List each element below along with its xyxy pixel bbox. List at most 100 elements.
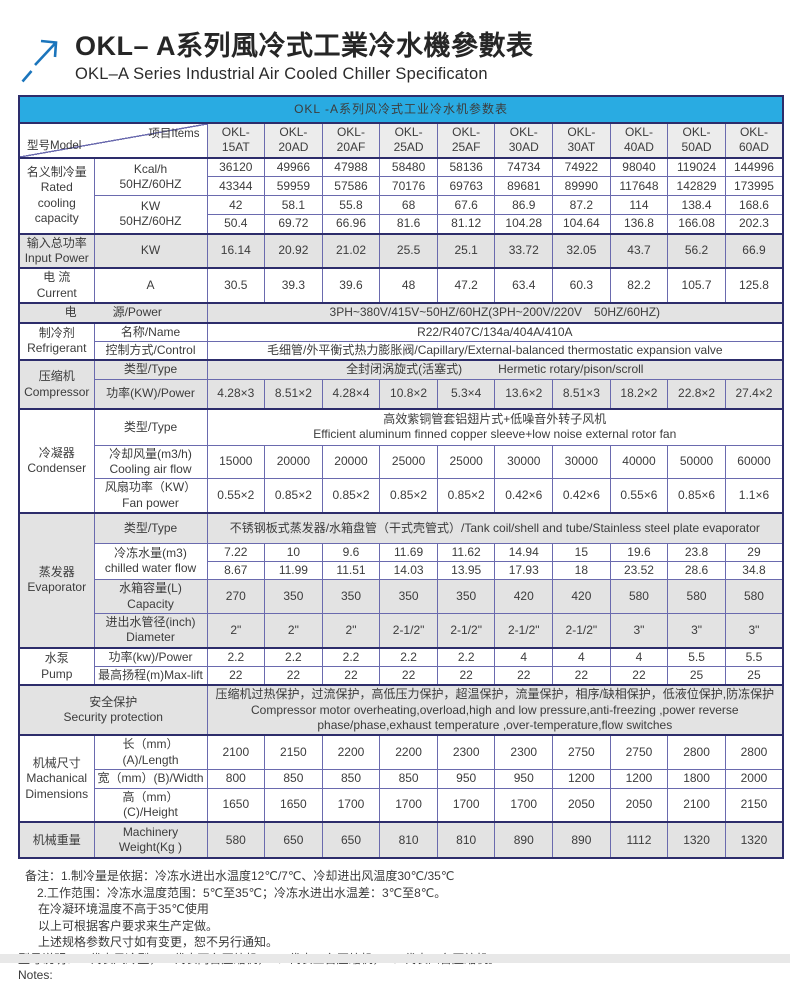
sub-label: 功率(KW)/Power [93, 378, 208, 410]
value-cell: 2.2 [436, 646, 496, 668]
value-cell: 1320 [724, 821, 784, 859]
row-label-security-protection: 安全保护 Security protection [18, 684, 208, 736]
table-row: 输入总功率 Input Power KW 16.14 20.92 21.02 25.5 25… [18, 232, 784, 269]
value-cell: 1700 [321, 787, 381, 823]
value-cell: 43.7 [609, 232, 669, 269]
corner-items-label: 项目Items [148, 128, 200, 140]
value-cell: 22 [436, 666, 496, 686]
value-cell: 32.05 [552, 232, 611, 269]
model-header: OKL- 60AD [724, 122, 784, 159]
value-cell: 42 [206, 195, 266, 216]
sub-label: 功率(kw)/Power [93, 646, 208, 668]
value-cell: 66.96 [321, 214, 381, 235]
value-cell: 19.6 [609, 542, 669, 562]
value-cell: 58480 [379, 156, 438, 178]
value-cell: 0.85×6 [667, 478, 726, 514]
value-cell: 142829 [667, 176, 726, 197]
value-cell: 98040 [609, 156, 669, 178]
value-cell: 22 [494, 666, 554, 686]
value-cell: 2200 [321, 734, 381, 771]
value-cell: 81.6 [379, 214, 438, 235]
value-cell: 850 [321, 769, 381, 789]
value-cell: 1700 [436, 787, 496, 823]
table-row: 冷冻水量(m3) chilled water flow 7.22 10 9.6 11.6… [19, 542, 784, 581]
value-cell: 11.62 [436, 542, 496, 562]
value-cell: 2.2 [206, 646, 266, 668]
table-row: OKL -A系列风冷式工业冷水机参数表 [18, 95, 784, 124]
sub-label: 风扇功率（KW） Fan power [93, 478, 208, 514]
value-cell: 350 [379, 579, 438, 614]
table-row: 功率(KW)/Power 4.28×3 8.51×2 4.28×4 10.8×2 5.3×… [19, 378, 784, 410]
value-cell: 36120 [206, 156, 266, 178]
value-cell: 23.8 [667, 542, 726, 562]
value-cell: 3" [724, 612, 784, 649]
value-cell: 22 [264, 666, 323, 686]
sub-label: KW [93, 232, 208, 269]
value-cell: 1650 [264, 787, 323, 823]
value-cell: 89990 [552, 176, 611, 197]
note-line: 2.工作范围：冷冻水温度范围：5℃至35℃；冷冻水进出水温差：3℃至8℃。 [37, 885, 447, 900]
value-cell: 0.85×2 [264, 478, 323, 514]
table-row: 8.67 11.99 11.51 14.03 13.95 17.93 18 23.52 28.6… [19, 560, 784, 581]
value-cell: 580 [667, 579, 726, 614]
value-cell: 5.5 [667, 646, 726, 668]
value-cell: 4 [609, 646, 669, 668]
value-cell: 350 [321, 579, 381, 614]
value-cell: 高效紫铜管套铝翅片式+低噪音外转子风机 Efficient aluminum f… [206, 408, 784, 446]
value-cell: 1700 [379, 787, 438, 823]
value-cell: 850 [264, 769, 323, 789]
table-row: 水箱容量(L) Capacity 270 350 350 350 350 420 420 580… [19, 579, 784, 614]
value-cell: 117648 [609, 176, 669, 197]
value-cell: 2050 [552, 787, 611, 823]
value-cell: 2-1/2" [436, 612, 496, 649]
value-cell: 2" [264, 612, 323, 649]
value-cell: 650 [264, 821, 323, 859]
value-cell: 11.99 [264, 560, 323, 581]
table-row: KW 50HZ/60HZ 42 58.1 55.8 68 67.6 86.9 87.2 114 1… [19, 195, 784, 235]
model-header: OKL- 25AD [379, 122, 438, 159]
value-cell: 890 [552, 821, 611, 859]
value-cell: 350 [436, 579, 496, 614]
value-cell: 2800 [667, 734, 726, 771]
value-cell: 30000 [552, 444, 611, 480]
value-cell: 58136 [436, 156, 496, 178]
model-header: OKL- 20AD [264, 122, 323, 159]
table-row: 最高扬程(m)Max-lift 22 22 22 22 22 22 22 22 25 25 [19, 666, 784, 686]
row-label-evaporator: 蒸发器 Evaporator [18, 512, 95, 649]
value-cell: 69763 [436, 176, 496, 197]
value-cell: 13.95 [436, 560, 496, 581]
model-header: OKL- 30AD [494, 122, 554, 159]
value-cell: 11.69 [379, 542, 438, 562]
value-cell: 60.3 [552, 267, 611, 304]
bottom-strip [0, 954, 790, 963]
table-row: 控制方式/Control 毛细管/外平衡式热力膨胀阀/Capillary/Exte… [19, 340, 784, 361]
value-cell: 14.03 [379, 560, 438, 581]
row-label-mechanical-dimensions: 机械尺寸 Machanical Dimensions [18, 734, 95, 823]
row-label-refrigerant: 制冷剂 Refrigerant [18, 321, 95, 361]
sub-label: 冷却风量(m3/h) Cooling air flow [93, 444, 208, 480]
value-cell: 125.8 [724, 267, 784, 304]
value-cell: 2800 [724, 734, 784, 771]
value-cell: 2" [321, 612, 381, 649]
value-cell: 0.85×2 [436, 478, 496, 514]
arrow-up-right-icon [21, 39, 58, 83]
table-row: 名义制冷量 Rated cooling capacity Kcal/h 50HZ/… [18, 156, 784, 235]
model-header: OKL- 50AD [667, 122, 726, 159]
table-row: 机械尺寸 Machanical Dimensions 长（mm）(A)/Lengt… [18, 734, 784, 823]
spec-table: OKL -A系列风冷式工业冷水机参数表 型号Model 项目Items OKL- 15… [18, 95, 785, 860]
row-label-pump: 水泵 Pump [18, 646, 95, 686]
value-cell: 2300 [436, 734, 496, 771]
value-cell: 68 [379, 195, 438, 216]
value-cell: 22 [206, 666, 266, 686]
value-cell: 138.4 [667, 195, 726, 216]
value-cell: 2100 [206, 734, 266, 771]
value-cell: 55.8 [321, 195, 381, 216]
value-cell: 580 [609, 579, 669, 614]
value-cell: 49966 [264, 156, 323, 178]
value-cell: 850 [379, 769, 438, 789]
value-cell: 59959 [264, 176, 323, 197]
sub-label: 最高扬程(m)Max-lift [93, 666, 208, 686]
sub-label: 进出水管径(inch) Diameter [93, 612, 208, 649]
value-cell: 18 [552, 560, 611, 581]
table-row: 蒸发器 Evaporator 类型/Type 不锈钢板式蒸发器/水箱盘管（干式壳管式… [18, 512, 784, 649]
